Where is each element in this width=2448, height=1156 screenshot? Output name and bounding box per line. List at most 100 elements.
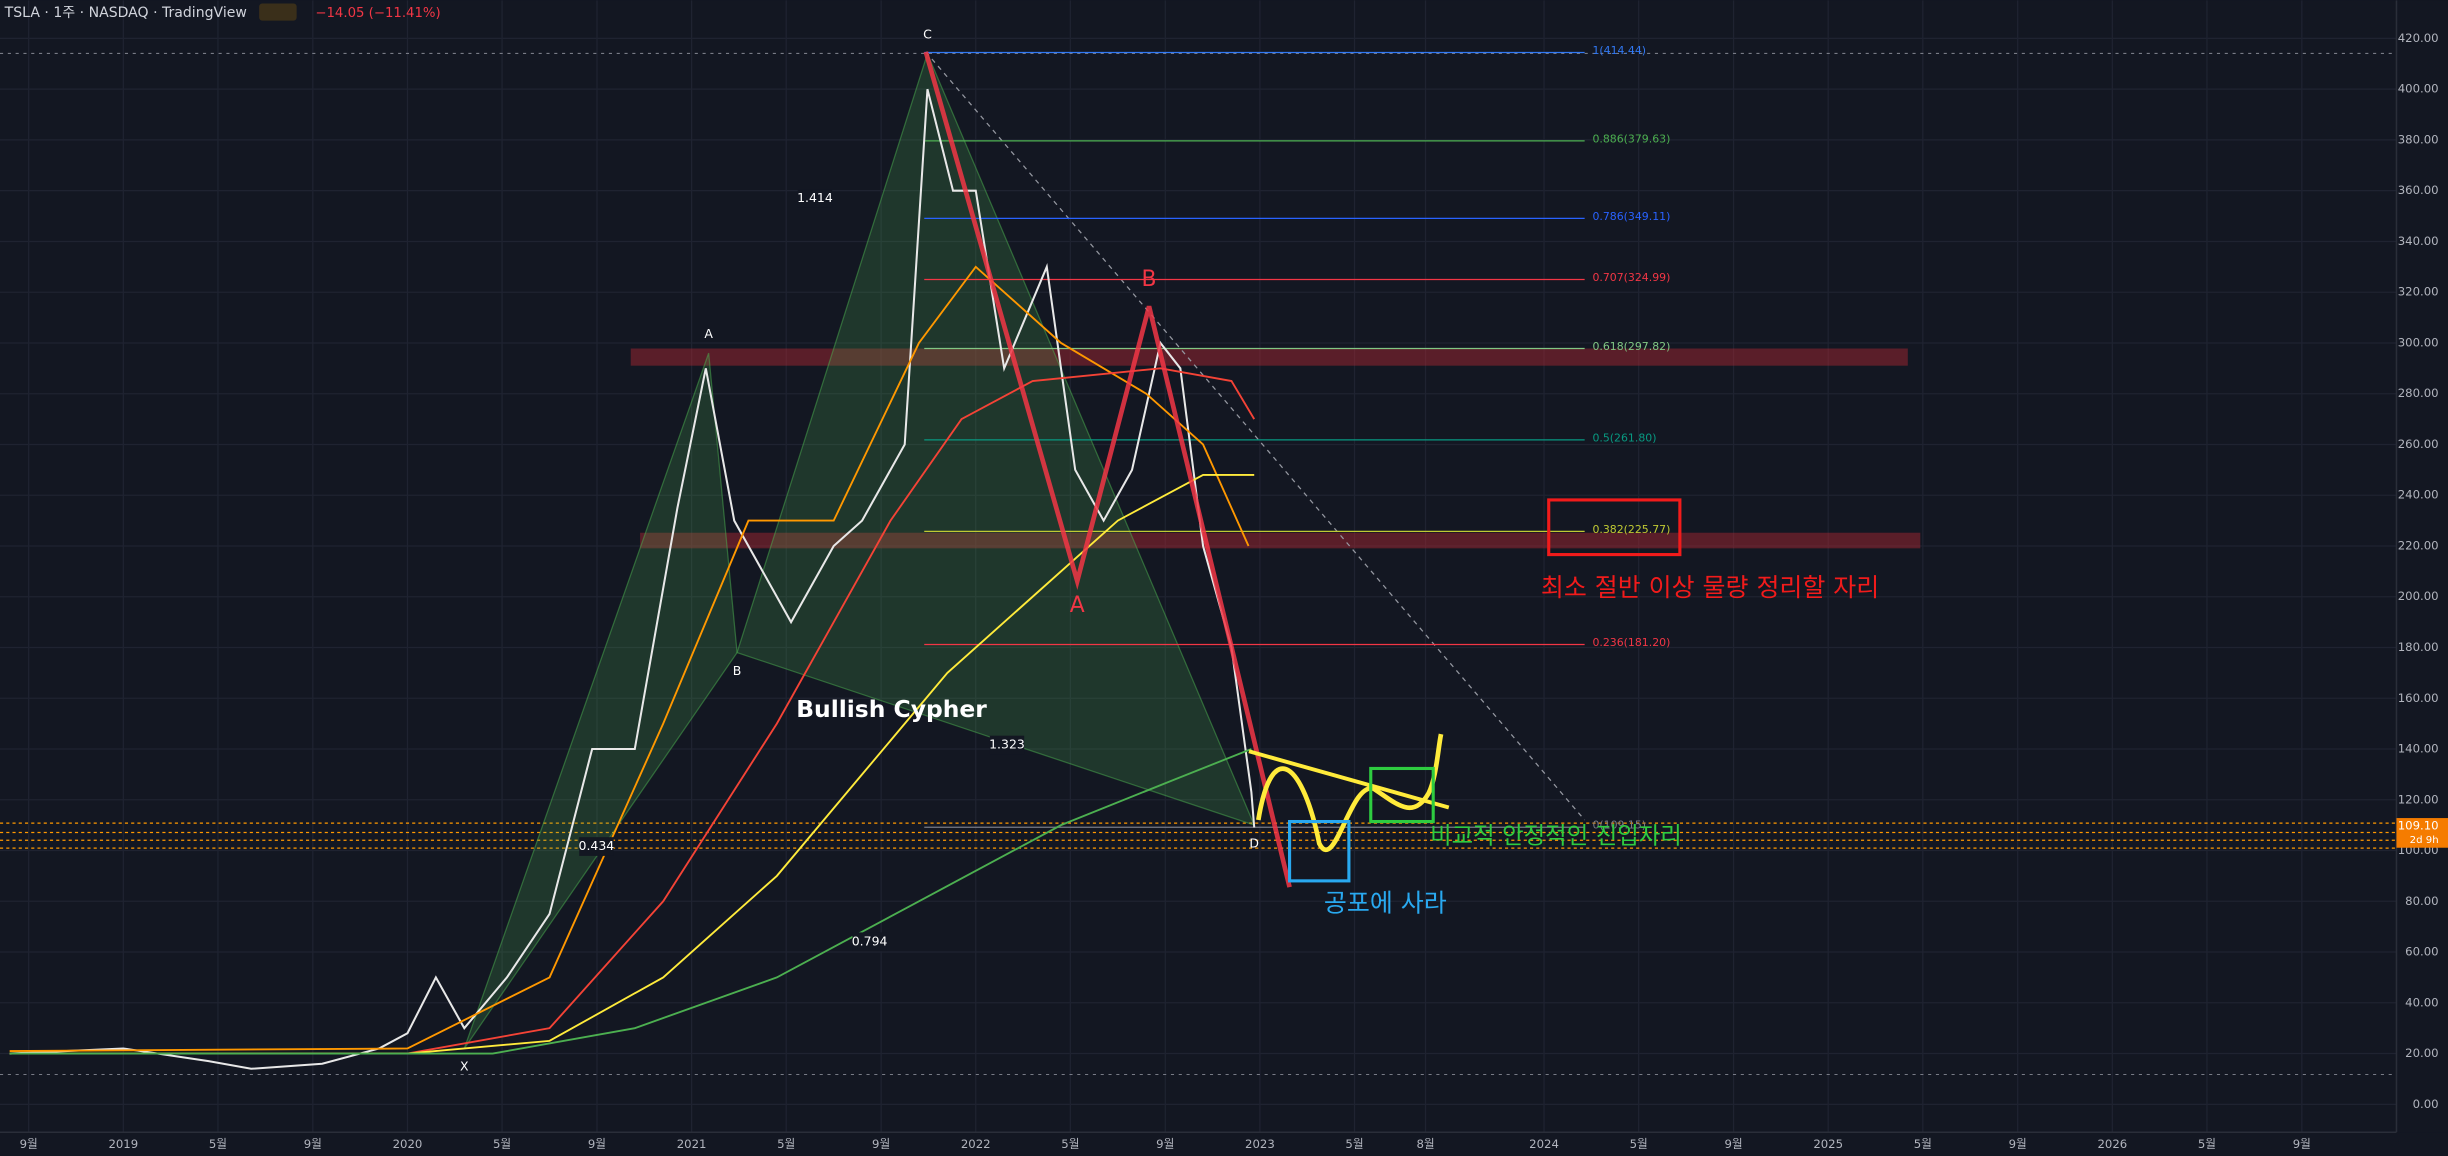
countdown: 2d 9h — [2410, 835, 2439, 846]
zone — [640, 532, 1921, 549]
x-tick-label: 2023 — [1245, 1137, 1275, 1151]
x-tick-label: 5월 — [1061, 1137, 1079, 1151]
y-tick-label: 260.00 — [2398, 437, 2439, 451]
y-tick-label: 20.00 — [2405, 1046, 2438, 1060]
axes: 0.0020.0040.0060.0080.00100.00120.00140.… — [20, 31, 2448, 1151]
y-tick-label: 360.00 — [2398, 183, 2439, 197]
x-tick-label: 2021 — [677, 1137, 707, 1151]
y-tick-label: 220.00 — [2398, 538, 2439, 552]
pattern-point-label: C — [923, 26, 932, 41]
swing-label: B — [1142, 267, 1157, 292]
fib-label: 1(414.44) — [1592, 44, 1646, 57]
note: 비교적 안정적인 진입자리 — [1430, 822, 1682, 850]
note: 최소 절반 이상 물량 정리할 자리 — [1541, 573, 1879, 602]
pattern-point-label: B — [733, 663, 742, 678]
x-tick-label: 2024 — [1529, 1137, 1559, 1151]
y-tick-label: 180.00 — [2398, 640, 2439, 654]
last-price-label: 109.10 — [2398, 818, 2439, 832]
y-tick-label: 400.00 — [2398, 82, 2439, 96]
fib-label: 0.382(225.77) — [1592, 523, 1670, 536]
x-tick-label: 9월 — [588, 1137, 606, 1151]
y-tick-label: 80.00 — [2405, 894, 2438, 908]
fib-label: 0.5(261.80) — [1592, 431, 1656, 444]
pattern-point-label: X — [460, 1059, 469, 1074]
ratio-label: 0.434 — [579, 838, 615, 853]
y-tick-label: 240.00 — [2398, 488, 2439, 502]
pattern-point-label: A — [704, 326, 713, 341]
y-tick-label: 0.00 — [2413, 1097, 2439, 1111]
series-line — [9, 748, 1252, 1055]
y-tick-label: 140.00 — [2398, 742, 2439, 756]
y-tick-label: 380.00 — [2398, 132, 2439, 146]
grid — [0, 0, 2397, 1133]
x-tick-label: 2026 — [2097, 1137, 2127, 1151]
fibonacci: 1(414.44) 0.886(379.63) 0.786(349.11) 0.707… — [924, 44, 1670, 832]
fib-label: 0.707(324.99) — [1592, 271, 1670, 284]
series-line — [9, 473, 1255, 1055]
label-bg — [797, 189, 833, 208]
trend-line — [925, 51, 1586, 821]
label-bg — [852, 932, 887, 952]
ratio-label: 0.794 — [852, 933, 888, 948]
fib-label: 0.618(297.82) — [1592, 340, 1670, 353]
x-tick-label: 5월 — [493, 1137, 511, 1151]
x-tick-label: 5월 — [209, 1137, 227, 1151]
ratio-label: 1.414 — [797, 190, 833, 205]
y-tick-label: 200.00 — [2398, 589, 2439, 603]
zigzag — [923, 51, 1292, 888]
fib-label: 0.786(349.11) — [1592, 210, 1670, 223]
last-price-tag — [2396, 818, 2448, 848]
x-tick-label: 9월 — [2293, 1137, 2311, 1151]
box — [1369, 766, 1435, 824]
x-tick-label: 2019 — [108, 1137, 138, 1151]
swing-label: A — [1070, 593, 1085, 618]
y-tick-label: 300.00 — [2398, 335, 2439, 349]
series-line — [9, 367, 1256, 1055]
x-tick-label: 5월 — [2198, 1137, 2216, 1151]
ratio-label: 1.323 — [989, 737, 1025, 752]
x-tick-label: 8월 — [1416, 1137, 1434, 1151]
x-tick-label: 2020 — [393, 1137, 423, 1151]
series-line — [9, 88, 1256, 1070]
fib-label: 0(109.15) — [1592, 819, 1646, 832]
y-tick-label: 280.00 — [2398, 386, 2439, 400]
pattern-point-label: D — [1249, 835, 1259, 850]
title: TSLA · 1주 · NASDAQ · TradingView — [4, 5, 247, 21]
box — [1288, 819, 1351, 883]
change: −14.05 (−11.41%) — [315, 6, 440, 21]
x-tick-label: 2025 — [1813, 1137, 1843, 1151]
zone — [630, 348, 1908, 366]
note: 공포에 사라 — [1324, 888, 1447, 917]
x-tick-label: 9월 — [2009, 1137, 2027, 1151]
x-tick-label: 5월 — [777, 1137, 795, 1151]
badge — [259, 3, 297, 21]
y-tick-label: 320.00 — [2398, 285, 2439, 299]
y-tick-label: 40.00 — [2405, 995, 2438, 1009]
fib-label: 0.886(379.63) — [1592, 132, 1670, 145]
x-tick-label: 9월 — [1724, 1137, 1742, 1151]
x-tick-label: 5월 — [1630, 1137, 1648, 1151]
y-tick-label: 340.00 — [2398, 234, 2439, 248]
x-tick-label: 5월 — [1914, 1137, 1932, 1151]
series — [9, 88, 1256, 1070]
x-tick-label: 9월 — [20, 1137, 38, 1151]
pattern-name: Bullish Cypher — [796, 695, 987, 723]
time-axis — [0, 1132, 2448, 1156]
projection-line — [1248, 749, 1450, 810]
y-tick-label: 120.00 — [2398, 792, 2439, 806]
fib-label: 0.236(181.20) — [1592, 636, 1670, 649]
x-tick-label: 9월 — [304, 1137, 322, 1151]
y-tick-label: 160.00 — [2398, 691, 2439, 705]
price-axis — [2396, 0, 2448, 1156]
y-tick-label: 60.00 — [2405, 945, 2438, 959]
box — [1547, 498, 1682, 557]
x-tick-label: 9월 — [1156, 1137, 1174, 1151]
x-tick-label: 2022 — [961, 1137, 991, 1151]
label-bg — [989, 735, 1025, 755]
label-bg — [579, 837, 614, 856]
series-line — [9, 265, 1250, 1052]
y-tick-label: 420.00 — [2398, 31, 2439, 45]
